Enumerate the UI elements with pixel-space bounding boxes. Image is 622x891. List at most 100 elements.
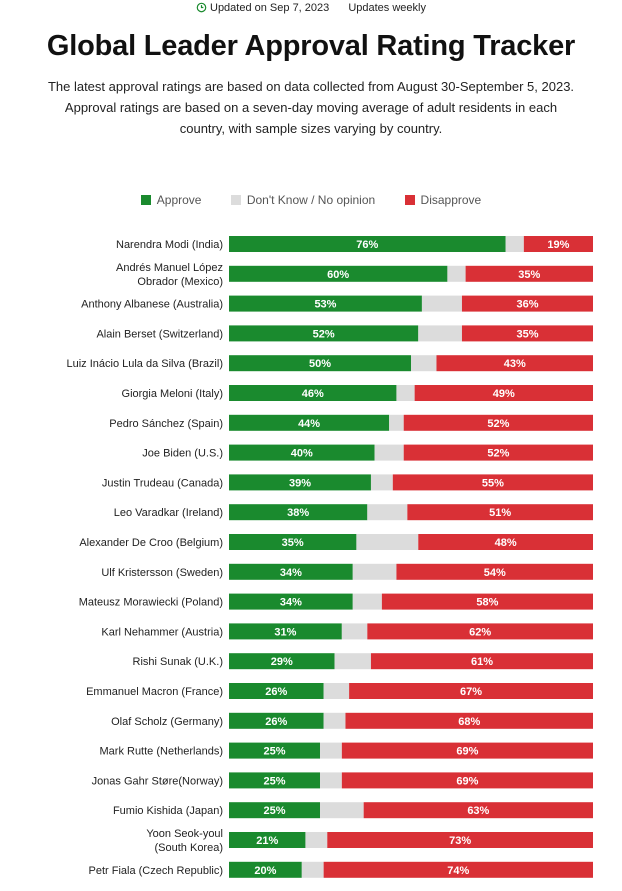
bar-segment-approve	[229, 563, 353, 580]
row-label: Olaf Scholz (Germany)	[111, 716, 223, 728]
bar-segment-approve	[229, 504, 368, 521]
bar-segment-approve	[229, 861, 302, 878]
bar-segment-disapprove	[436, 355, 593, 372]
bar-segment-dont-know	[389, 414, 404, 431]
bar-segment-disapprove	[392, 474, 593, 491]
row-label: Andrés Manuel López	[116, 262, 223, 274]
row-label: Fumio Kishida (Japan)	[113, 805, 223, 817]
bar-value-label: 46%	[302, 388, 324, 400]
row-label: Mateusz Morawiecki (Poland)	[79, 597, 223, 609]
bar-value-label: 74%	[447, 865, 469, 877]
row-label: Giorgia Meloni (Italy)	[122, 388, 223, 400]
bar-segment-approve	[229, 355, 411, 372]
bar-value-label: 73%	[449, 835, 471, 847]
bar-segment-dont-know	[323, 683, 350, 699]
bar-segment-disapprove	[403, 414, 593, 431]
bar-segment-disapprove	[345, 712, 593, 729]
bar-segment-approve	[229, 712, 324, 729]
bar-segment-dont-know	[320, 742, 342, 759]
bar-value-label: 35%	[516, 328, 538, 340]
bar-segment-dont-know	[341, 623, 368, 640]
bar-segment-dont-know	[352, 563, 397, 580]
row-label: Anthony Albanese (Australia)	[81, 299, 223, 311]
bar-segment-dont-know	[505, 236, 524, 252]
bar-segment-disapprove	[327, 832, 593, 848]
bar-segment-disapprove	[523, 236, 593, 252]
bar-segment-dont-know	[323, 712, 346, 729]
bar-value-label: 52%	[487, 448, 509, 460]
updated-info: Updated on Sep 7, 2023	[196, 2, 329, 14]
bar-segment-approve	[229, 325, 419, 342]
bar-value-label: 26%	[265, 716, 287, 728]
bar-segment-approve	[229, 474, 371, 491]
bar-segment-dont-know	[396, 385, 415, 401]
clock-icon	[196, 2, 207, 13]
row-label: (South Korea)	[155, 842, 223, 854]
bar-segment-approve	[229, 265, 448, 282]
row-label: Joe Biden (U.S.)	[142, 448, 223, 460]
bar-segment-approve	[229, 414, 390, 431]
bar-segment-dont-know	[411, 355, 437, 372]
bar-segment-disapprove	[367, 623, 593, 640]
bar-value-label: 19%	[547, 239, 569, 251]
bar-segment-disapprove	[461, 325, 593, 342]
bar-value-label: 34%	[280, 567, 302, 579]
bar-segment-approve	[229, 444, 375, 461]
legend-dont-know: Don't Know / No opinion	[230, 193, 376, 207]
page-description: The latest approval ratings are based on…	[47, 79, 575, 136]
bar-segment-disapprove	[381, 593, 593, 610]
bar-value-label: 43%	[504, 358, 526, 370]
bar-segment-dont-know	[418, 325, 462, 342]
bar-segment-approve	[229, 683, 324, 699]
bar-value-label: 61%	[471, 656, 493, 668]
legend-label-disapprove: Disapprove	[420, 193, 482, 207]
bar-segment-approve	[229, 534, 357, 550]
legend-approve: Approve	[140, 193, 201, 207]
bar-value-label: 49%	[493, 388, 515, 400]
bar-value-label: 38%	[287, 507, 309, 519]
bar-segment-approve	[229, 832, 306, 848]
bar-value-label: 21%	[256, 835, 278, 847]
update-bar: Updated on Sep 7, 2023 Updates weekly	[0, 2, 622, 14]
legend-label-dont-know: Don't Know / No opinion	[246, 193, 376, 207]
bar-segment-dont-know	[374, 444, 404, 461]
bar-segment-approve	[229, 385, 397, 401]
page-title: Global Leader Approval Rating Tracker	[46, 30, 576, 62]
bar-segment-approve	[229, 653, 335, 670]
bar-value-label: 39%	[289, 477, 311, 489]
bar-segment-approve	[229, 236, 506, 252]
bar-segment-dont-know	[305, 832, 328, 848]
bar-segment-approve	[229, 593, 353, 610]
bar-value-label: 44%	[298, 418, 320, 430]
bar-segment-disapprove	[465, 265, 593, 282]
bar-segment-dont-know	[370, 474, 393, 491]
bar-value-label: 25%	[263, 746, 285, 758]
bar-segment-dont-know	[356, 534, 419, 550]
bar-value-label: 63%	[467, 805, 489, 817]
bar-value-label: 68%	[458, 716, 480, 728]
bar-segment-disapprove	[349, 683, 593, 699]
bar-value-label: 36%	[516, 299, 538, 311]
bar-segment-disapprove	[341, 772, 593, 789]
bar-value-label: 34%	[280, 597, 302, 609]
bar-value-label: 69%	[456, 746, 478, 758]
legend-swatch-disapprove	[404, 195, 415, 205]
bar-segment-dont-know	[447, 265, 466, 282]
bar-segment-approve	[229, 772, 320, 789]
bar-segment-dont-know	[320, 772, 342, 789]
bar-value-label: 25%	[263, 775, 285, 787]
bar-value-label: 67%	[460, 686, 482, 698]
row-label: Pedro Sánchez (Spain)	[109, 418, 223, 430]
bar-value-label: 26%	[265, 686, 287, 698]
bar-value-label: 35%	[282, 537, 304, 549]
legend-swatch-dont-know	[230, 195, 241, 205]
bar-value-label: 40%	[291, 448, 313, 460]
bar-value-label: 62%	[469, 626, 491, 638]
bar-segment-dont-know	[301, 861, 324, 878]
bar-value-label: 52%	[487, 418, 509, 430]
bar-segment-disapprove	[403, 444, 593, 461]
bar-segment-approve	[229, 623, 342, 640]
bar-value-label: 50%	[309, 358, 331, 370]
row-label: Justin Trudeau (Canada)	[102, 477, 223, 489]
